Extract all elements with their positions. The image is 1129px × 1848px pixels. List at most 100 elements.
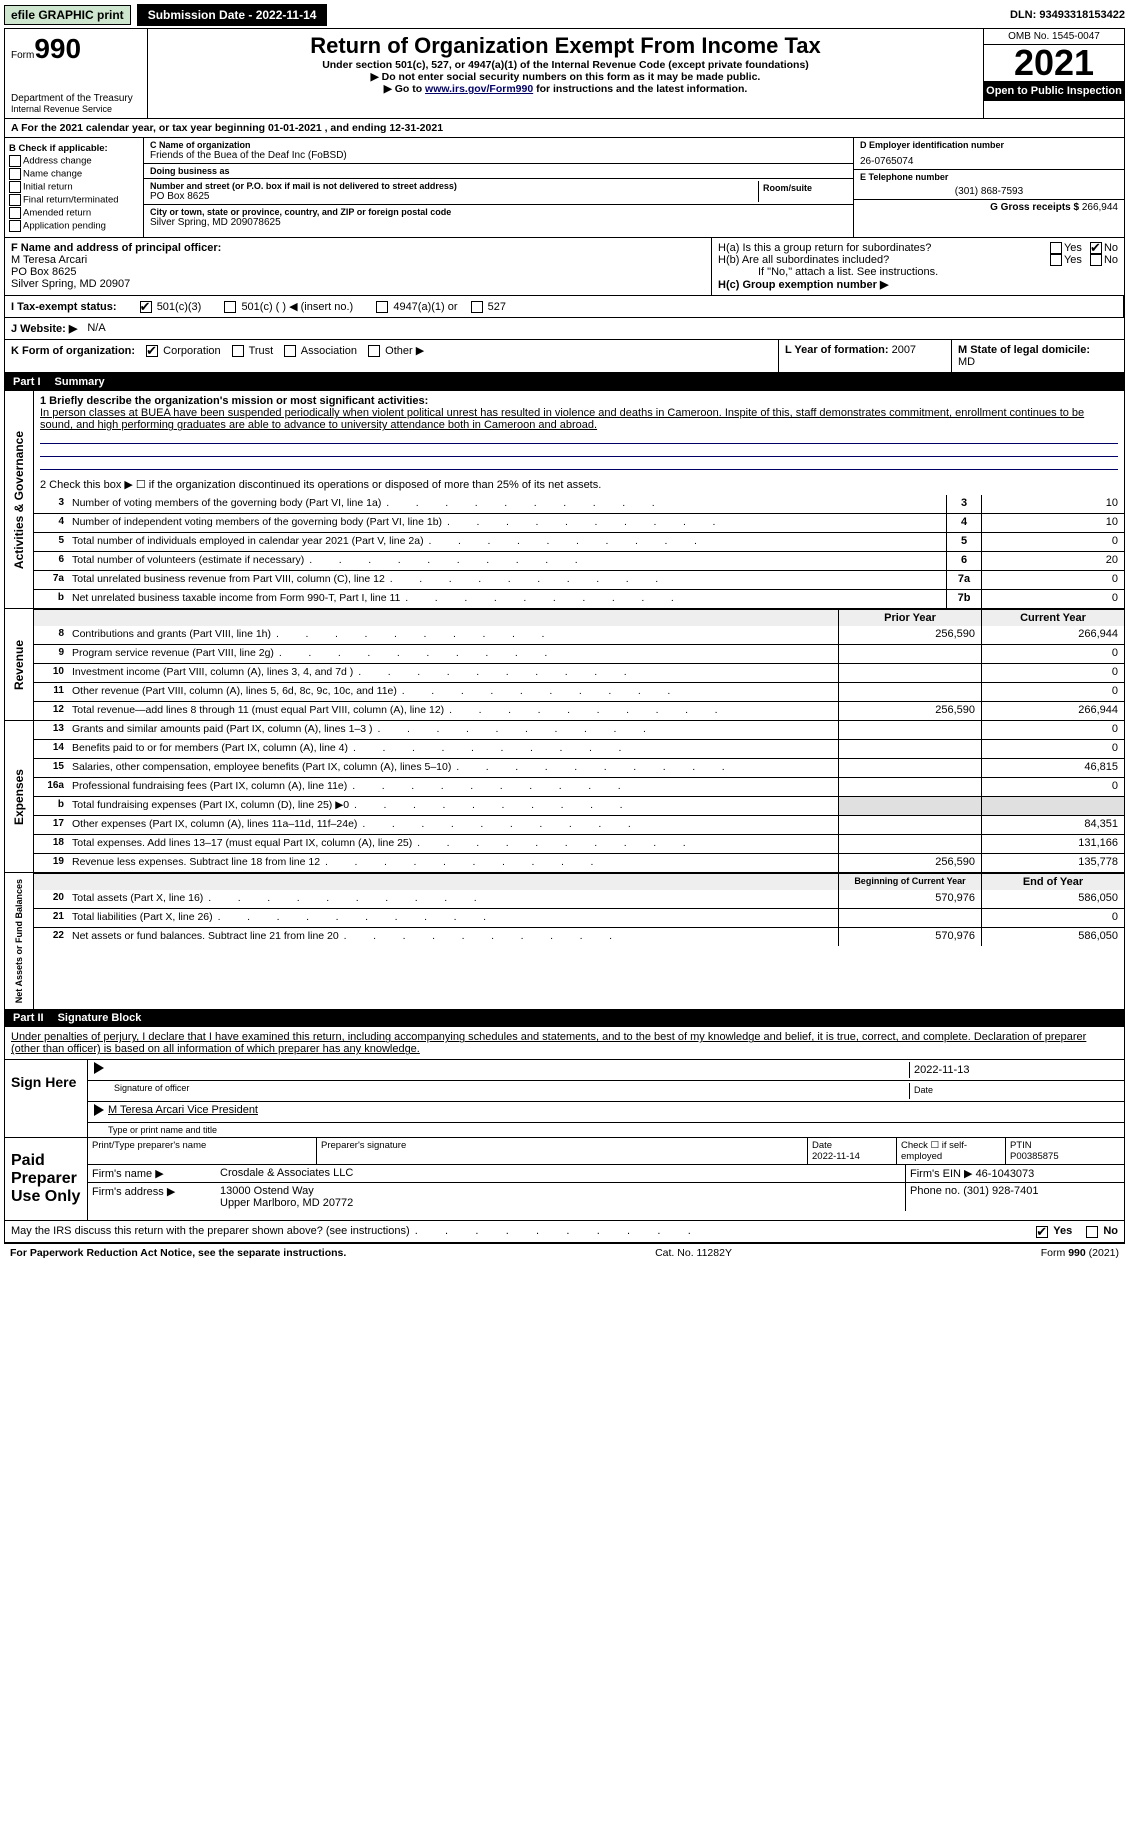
hdr-curr: Current Year [981,610,1124,626]
gov-line: 6Total number of volunteers (estimate if… [34,551,1124,570]
firm-ein: 46-1043073 [976,1168,1035,1180]
k-label: K Form of organization: [11,345,135,357]
discuss-row: May the IRS discuss this return with the… [5,1221,1124,1241]
street-value: PO Box 8625 [150,191,758,202]
arrow-icon [94,1062,104,1074]
data-line: 15Salaries, other compensation, employee… [34,758,1124,777]
discuss-text: May the IRS discuss this return with the… [11,1225,410,1237]
opt-501c[interactable]: 501(c) ( ) ◀ (insert no.) [224,301,353,313]
data-line: 17Other expenses (Part IX, column (A), l… [34,815,1124,834]
data-line: 13Grants and similar amounts paid (Part … [34,721,1124,739]
mission-label: 1 Briefly describe the organization's mi… [40,395,1118,407]
ha-no[interactable]: No [1090,242,1118,254]
k-corp[interactable]: Corporation [146,345,221,357]
form-number: 990 [34,33,81,64]
discuss-no[interactable]: No [1086,1225,1118,1237]
l-value: 2007 [892,344,916,356]
chk-name[interactable]: Name change [9,168,139,180]
tax-year: 2021 [984,45,1124,81]
opt-527[interactable]: 527 [471,301,506,313]
sign-here-block: Sign Here 2022-11-13 Signature of office… [5,1060,1124,1138]
opt-501c3[interactable]: 501(c)(3) [140,301,202,313]
ein-label: D Employer identification number [860,140,1118,150]
sig-date-label: Date [909,1083,1118,1099]
pp-check-hdr: Check ☐ if self-employed [896,1138,1005,1164]
firm-phone-label: Phone no. [910,1185,960,1197]
data-line: 12Total revenue—add lines 8 through 11 (… [34,701,1124,720]
officer-city: Silver Spring, MD 20907 [11,278,705,290]
submission-date-button[interactable]: Submission Date - 2022-11-14 [137,4,328,26]
page-footer: For Paperwork Reduction Act Notice, see … [4,1243,1125,1262]
ein-value: 26-0765074 [860,150,1118,167]
chk-amended[interactable]: Amended return [9,207,139,219]
goto-note: ▶ Go to www.irs.gov/Form990 for instruct… [158,83,973,95]
col-b-header: B Check if applicable: [9,143,139,154]
tax-status-label: I Tax-exempt status: [11,301,117,313]
officer-label: F Name and address of principal officer: [11,242,705,254]
arrow-icon [94,1104,104,1116]
data-line: 19Revenue less expenses. Subtract line 1… [34,853,1124,872]
pp-ptin: P00385875 [1010,1151,1059,1162]
chk-initial[interactable]: Initial return [9,181,139,193]
city-label: City or town, state or province, country… [150,207,847,217]
data-line: 9Program service revenue (Part VIII, lin… [34,644,1124,663]
dba-label: Doing business as [150,166,847,176]
jurat: Under penalties of perjury, I declare th… [5,1027,1124,1060]
dept-label: Department of the Treasury [11,93,141,104]
chk-final[interactable]: Final return/terminated [9,194,139,206]
gross-value: 266,944 [1082,202,1118,213]
firm-addr1: 13000 Ostend Way [220,1185,901,1197]
firm-addr-label: Firm's address ▶ [88,1183,216,1211]
data-line: 22Net assets or fund balances. Subtract … [34,927,1124,946]
vtab-rev: Revenue [10,634,28,696]
paid-label: Paid Preparer Use Only [5,1138,88,1220]
part2-tag: Part II [13,1012,44,1024]
data-line: 20Total assets (Part X, line 16)570,9765… [34,890,1124,908]
part1-tag: Part I [13,376,41,388]
firm-label: Firm's name ▶ [88,1165,216,1182]
data-line: bTotal fundraising expenses (Part IX, co… [34,796,1124,815]
efile-badge: efile GRAPHIC print [4,5,131,25]
data-line: 14Benefits paid to or for members (Part … [34,739,1124,758]
hdr-prior: Prior Year [838,610,981,626]
year-cell: OMB No. 1545-0047 2021 Open to Public In… [983,29,1124,118]
col-d: D Employer identification number 26-0765… [853,138,1124,237]
website-row: J Website: ▶ N/A [5,318,1124,340]
expenses-section: Expenses 13Grants and similar amounts pa… [5,721,1124,873]
pp-name-hdr: Print/Type preparer's name [88,1138,316,1164]
revenue-section: Revenue Prior Year Current Year 8Contrib… [5,609,1124,721]
footer-mid: Cat. No. 11282Y [655,1247,732,1259]
form-title: Return of Organization Exempt From Incom… [158,33,973,59]
pp-date: 2022-11-14 [812,1151,860,1162]
vtab-na: Net Assets or Fund Balances [12,873,26,1009]
chk-pending[interactable]: Application pending [9,220,139,232]
governance-section: Activities & Governance 1 Briefly descri… [5,391,1124,609]
hb-no[interactable]: No [1090,254,1118,266]
discuss-yes[interactable]: Yes [1036,1225,1072,1237]
col-c: C Name of organization Friends of the Bu… [144,138,853,237]
hb-note: If "No," attach a list. See instructions… [718,266,1118,278]
hdr-beg: Beginning of Current Year [838,874,981,890]
firm-name: Crosdale & Associates LLC [216,1165,905,1182]
hc-label: H(c) Group exemption number ▶ [718,278,1118,291]
k-trust[interactable]: Trust [232,345,274,357]
pp-sig-hdr: Preparer's signature [316,1138,807,1164]
hb-label: H(b) Are all subordinates included? [718,254,1050,266]
netassets-section: Net Assets or Fund Balances Beginning of… [5,873,1124,1009]
part2-header: Part II Signature Block [5,1009,1124,1027]
gross-label: G Gross receipts $ [990,202,1079,213]
officer-name: M Teresa Arcari [11,254,705,266]
signer-name-label: Type or print name and title [88,1123,1124,1137]
chk-address[interactable]: Address change [9,155,139,167]
street-label: Number and street (or P.O. box if mail i… [150,181,758,191]
footer-right: Form 990 (2021) [1041,1247,1119,1259]
part1-header: Part I Summary [5,373,1124,391]
ha-yes[interactable]: Yes [1050,242,1082,254]
city-value: Silver Spring, MD 209078625 [150,217,847,228]
opt-4947[interactable]: 4947(a)(1) or [376,301,457,313]
k-assoc[interactable]: Association [284,345,357,357]
k-other[interactable]: Other ▶ [368,345,424,357]
hb-yes[interactable]: Yes [1050,254,1082,266]
irs-link[interactable]: www.irs.gov/Form990 [425,83,533,95]
data-line: 16aProfessional fundraising fees (Part I… [34,777,1124,796]
